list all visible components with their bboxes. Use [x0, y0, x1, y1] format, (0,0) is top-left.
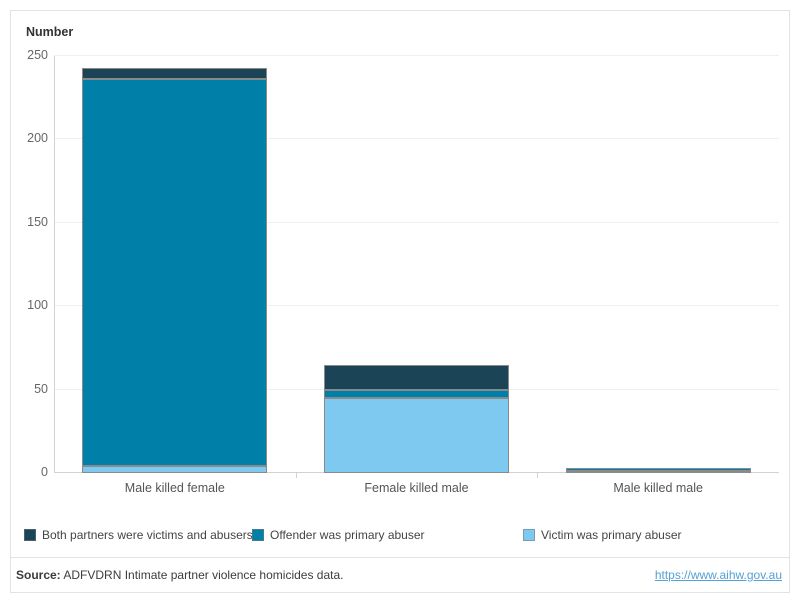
y-tick-label: 250: [27, 48, 48, 62]
gridline: [54, 138, 779, 140]
legend-swatch: [252, 529, 264, 541]
gridline: [54, 221, 779, 223]
bar-segment[interactable]: [565, 467, 751, 472]
bar-segment[interactable]: [82, 466, 268, 473]
bar-segment[interactable]: [565, 471, 751, 474]
legend-label: Offender was primary abuser: [270, 528, 425, 542]
bar-segment[interactable]: [324, 389, 509, 398]
bar-segment[interactable]: [82, 79, 268, 467]
y-axis-line: [54, 56, 55, 473]
chart-card: Number 0 50 100 150 200 250 Male killed female…: [10, 10, 790, 593]
legend-item[interactable]: Both partners were victims and abusers: [24, 528, 253, 542]
source-text: ADFVDRN Intimate partner violence homici…: [60, 568, 344, 582]
legend-label: Victim was primary abuser: [541, 528, 682, 542]
source-label: Source:: [16, 568, 61, 582]
y-tick-label: 100: [27, 298, 48, 313]
y-tick-label: 150: [27, 214, 48, 229]
legend-swatch: [24, 529, 36, 541]
aihw-link[interactable]: https://www.aihw.gov.au: [654, 568, 782, 582]
bar-segment[interactable]: [324, 364, 509, 390]
gridline: [54, 55, 779, 56]
footer: Source: ADFVDRN Intimate partner violenc…: [11, 557, 789, 592]
x-axis-tick: [537, 473, 539, 478]
y-tick-label: 50: [34, 381, 48, 396]
source-note: Source: ADFVDRN Intimate partner violenc…: [16, 568, 343, 582]
bar-segment[interactable]: [82, 67, 268, 80]
legend-item[interactable]: Victim was primary abuser: [523, 528, 681, 542]
y-tick-label: 200: [27, 131, 48, 146]
category-label: Male killed female: [124, 481, 225, 495]
y-axis-title: Number: [26, 25, 74, 39]
bar-segment[interactable]: [324, 397, 509, 473]
category-label: Male killed male: [613, 481, 703, 495]
plot-area: 0 50 100 150 200 250 Male killed female Female …: [11, 11, 789, 592]
category-label: Female killed male: [364, 481, 469, 495]
legend-label: Both partners were victims and abusers: [42, 528, 253, 542]
y-tick-label: 0: [41, 465, 48, 479]
x-axis-tick: [295, 473, 297, 478]
legend-swatch: [523, 529, 535, 541]
legend-item[interactable]: Offender was primary abuser: [252, 528, 425, 542]
gridline: [54, 305, 779, 307]
